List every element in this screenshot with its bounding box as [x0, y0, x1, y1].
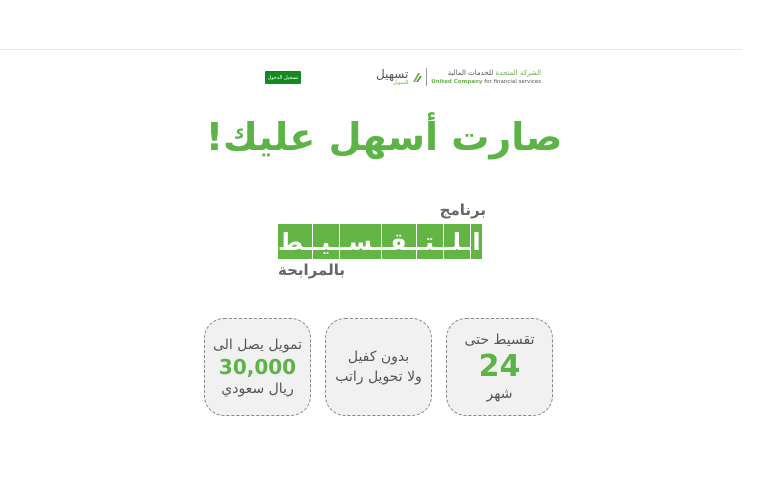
company-en-green: United Company — [431, 78, 483, 85]
feature-line1: تمويل يصل الى — [212, 337, 303, 353]
login-button[interactable]: تسجيل الدخول — [265, 71, 301, 84]
feature-line2: ولا تحويل راتب — [335, 369, 422, 385]
letter-cell: ـقـ — [381, 224, 416, 259]
feature-card-amount: تمويل يصل الى 30,000 ريال سعودي — [204, 318, 311, 416]
logo[interactable]: تسهيل للتمويل الشركة المتحدة للخدمات الم… — [376, 66, 548, 88]
feature-value: 30,000 — [218, 355, 297, 379]
company-ar-green: الشركة المتحدة — [495, 68, 542, 77]
feature-line1: بدون كفيل — [347, 349, 410, 365]
feature-value: 24 — [478, 349, 521, 384]
program-label-top: برنامج — [439, 201, 486, 219]
brand-sub: للتمويل — [392, 80, 409, 86]
letter-cell: ـتـ — [416, 224, 443, 259]
letter-cell: ـط — [278, 224, 312, 259]
company-name: الشركة المتحدة للخدمات المالية United Co… — [431, 69, 541, 86]
letter-cell: ـلـ — [443, 224, 471, 259]
company-ar-rest: للخدمات المالية — [447, 68, 496, 77]
feature-line1: تقسيط حتى — [464, 332, 535, 348]
brand: تسهيل للتمويل — [376, 68, 408, 86]
feature-card-no-guarantor: بدون كفيل ولا تحويل راتب — [325, 318, 432, 416]
brand-name: تسهيل — [376, 67, 409, 81]
headline: صارت أسهل عليك! — [205, 115, 563, 159]
letter-cell: ـيـ — [312, 224, 340, 259]
letter-cell: ا — [471, 224, 482, 259]
feature-line2: شهر — [486, 386, 513, 402]
logo-separator — [426, 68, 428, 86]
letter-cell: ـسـ — [340, 224, 381, 259]
feature-card-installments: تقسيط حتى 24 شهر — [446, 318, 553, 416]
program-label-bottom: بالمرابحة — [278, 261, 345, 279]
company-en-rest: for financial services — [482, 78, 542, 85]
logo-mark-icon — [413, 73, 423, 82]
program-name-blocks: ا ـلـ ـتـ ـقـ ـسـ ـيـ ـط — [278, 224, 482, 259]
header-divider — [0, 49, 742, 50]
feature-line2: ريال سعودي — [221, 381, 294, 397]
